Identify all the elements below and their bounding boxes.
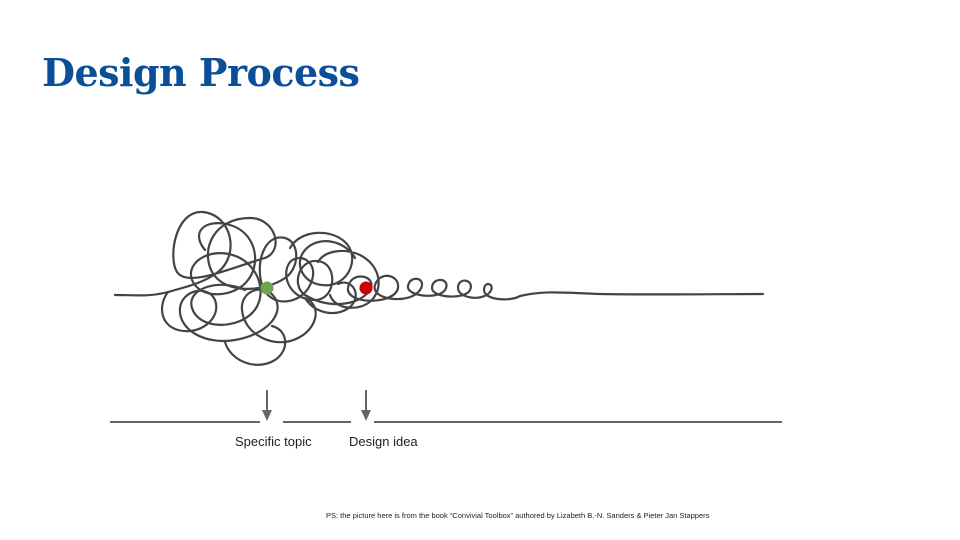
slide-title: Design Process xyxy=(42,50,360,95)
specific-topic-dot xyxy=(260,281,274,295)
squiggle-loops-lower xyxy=(160,281,357,366)
design-idea-dot xyxy=(359,281,373,295)
design-idea-arrow xyxy=(361,390,371,421)
squiggle-line xyxy=(113,210,765,306)
design-idea-label: Design idea xyxy=(349,434,418,449)
source-footnote: PS: the picture here is from the book “C… xyxy=(326,511,710,520)
specific-topic-arrow xyxy=(262,390,272,421)
specific-topic-label: Specific topic xyxy=(235,434,312,449)
